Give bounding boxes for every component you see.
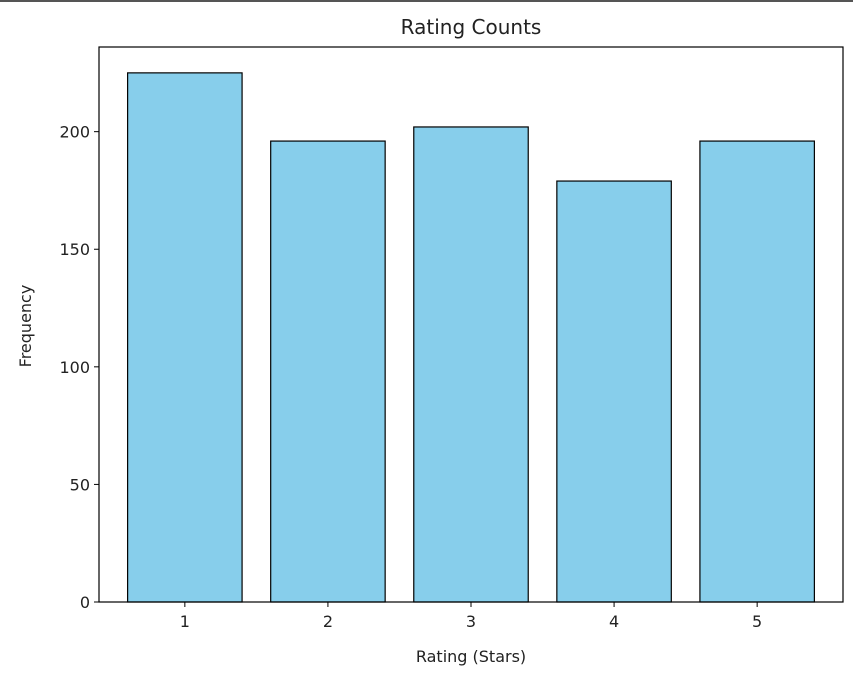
y-axis-label: Frequency — [16, 285, 35, 368]
x-tick-label: 1 — [180, 612, 190, 631]
y-tick-label: 150 — [59, 240, 90, 259]
bar-rating-1 — [127, 72, 243, 603]
bar-rating-5 — [699, 140, 815, 603]
y-tick-label: 100 — [59, 358, 90, 377]
bar-rating-4 — [556, 180, 672, 603]
y-axis-ticks: 0 50 100 150 200 — [59, 123, 99, 612]
bar-rating-2 — [270, 140, 386, 603]
plot-area-frame — [98, 46, 844, 603]
y-tick-label: 200 — [59, 123, 90, 142]
x-axis-ticks: 1 2 3 4 5 — [180, 602, 762, 631]
x-tick-label: 2 — [323, 612, 333, 631]
bar-rating-3 — [413, 126, 529, 603]
x-tick-label: 3 — [466, 612, 476, 631]
y-tick-label: 0 — [80, 593, 90, 612]
bars-group — [127, 72, 815, 603]
x-axis-label: Rating (Stars) — [416, 647, 526, 666]
x-tick-label: 5 — [752, 612, 762, 631]
top-border — [0, 0, 853, 2]
chart-title: Rating Counts — [401, 15, 542, 39]
x-tick-label: 4 — [609, 612, 619, 631]
y-tick-label: 50 — [70, 475, 90, 494]
